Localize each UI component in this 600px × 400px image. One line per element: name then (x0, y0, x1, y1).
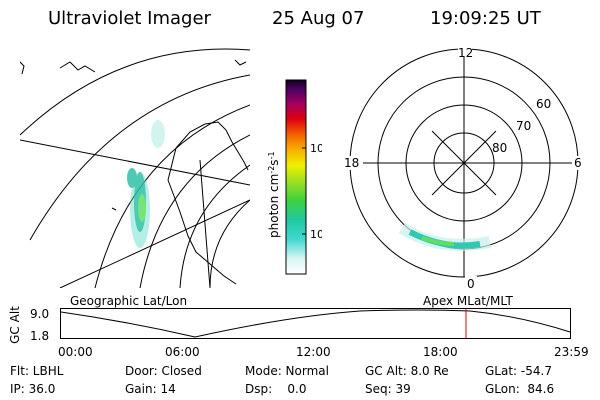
lat-circle (209, 199, 250, 288)
geographic-panel-label: Geographic Lat/Lon (70, 294, 188, 308)
lat-circle (179, 164, 250, 288)
door-info: Door: Closed (125, 364, 202, 378)
mlt-label-0: 0 (467, 277, 475, 290)
instrument-title: Ultraviolet Imager (48, 8, 211, 29)
altitude-curve (60, 309, 571, 338)
seq-info: Seq: 39 (365, 382, 411, 396)
mlt-label-12: 12 (458, 46, 473, 60)
coastline (111, 207, 117, 211)
mode-info: Mode: Normal (245, 364, 329, 378)
mlt-diagonal (431, 130, 497, 196)
apex-polar-plot: 12 18 6 0 60 70 80 (341, 46, 586, 290)
colorbar-tick-label: 10 (310, 228, 322, 241)
mlt-label-18: 18 (344, 156, 359, 170)
gain-info: Gain: 14 (125, 382, 176, 396)
altitude-xtick: 12:00 (296, 345, 331, 359)
glon-info: GLon: 84.6 (485, 382, 555, 396)
glat-info: GLat: -54.7 (485, 364, 552, 378)
lat-circle (20, 48, 250, 136)
meridian (20, 139, 250, 186)
lat-circle (94, 104, 250, 288)
meridian (199, 159, 211, 288)
lat-circle (139, 134, 250, 288)
coastline (167, 121, 249, 181)
apex-panel-label: Apex MLat/MLT (423, 294, 513, 308)
aurora-emission-apex (398, 222, 492, 251)
altitude-xtick: 23:59 (554, 345, 589, 359)
colorbar-tick-label: 100 (310, 142, 322, 155)
time-label: 19:09:25 UT (430, 8, 541, 29)
altitude-xtick: 18:00 (423, 345, 458, 359)
altitude-plot (60, 308, 571, 339)
coastline (20, 61, 25, 75)
colorbar-gradient (285, 79, 307, 275)
mlt-label-6: 6 (574, 156, 582, 170)
mlat-label-80: 80 (492, 141, 507, 155)
dsp-info: Dsp: 0.0 (245, 382, 307, 396)
colorbar-unit-label: photon cm-2s-1 (267, 151, 281, 238)
altitude-ytick-top: 9.0 (30, 307, 50, 321)
altitude-xtick: 06:00 (165, 345, 200, 359)
mlat-label-60: 60 (536, 97, 551, 111)
ip-info: IP: 36.0 (10, 382, 56, 396)
mlat-label-70: 70 (516, 119, 531, 133)
altitude-xtick: 00:00 (58, 345, 93, 359)
meridian (59, 199, 250, 288)
coastline (59, 61, 96, 73)
colorbar: 100 10 photon cm-2s-1 (267, 79, 322, 275)
altitude-ylabel: GC Alt (7, 306, 22, 344)
coastline (167, 179, 237, 285)
aurora-emission-geo (127, 120, 165, 248)
gc-alt-info: GC Alt: 8.0 Re (365, 364, 449, 378)
date-label: 25 Aug 07 (272, 8, 365, 29)
geographic-map (20, 48, 250, 288)
altitude-ytick-bottom: 1.8 (30, 329, 50, 343)
coastline (234, 59, 247, 66)
filter-info: Flt: LBHL (10, 364, 64, 378)
lat-circle (29, 74, 250, 241)
